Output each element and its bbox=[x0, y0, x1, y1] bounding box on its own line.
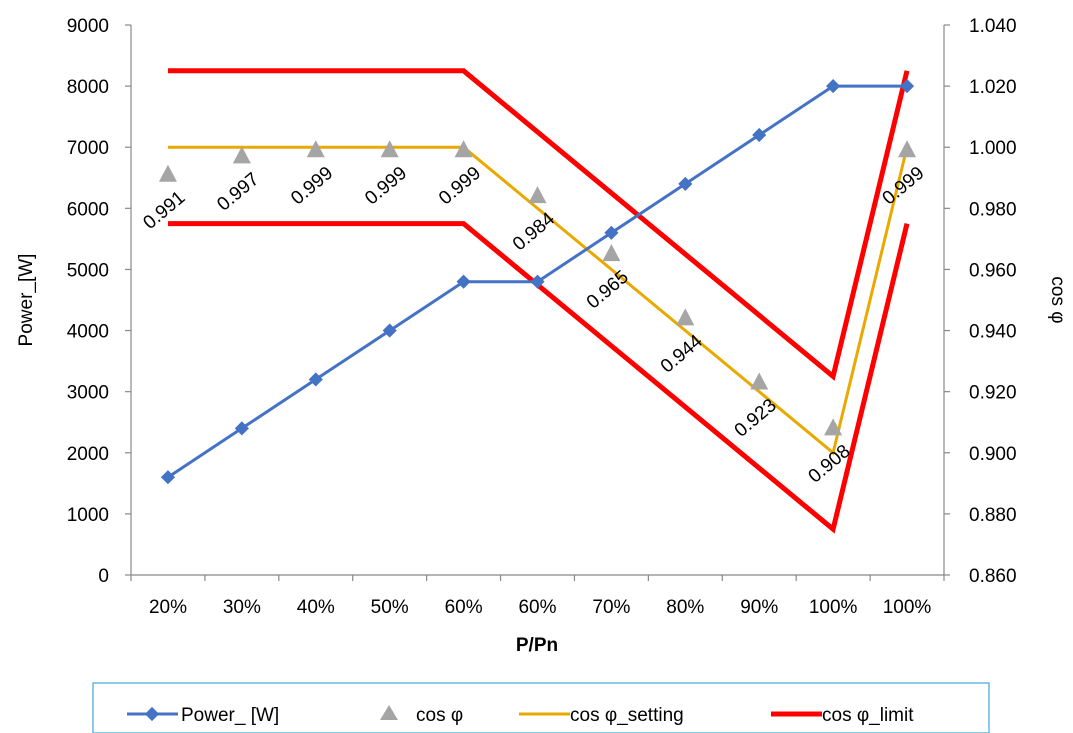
power-point bbox=[826, 79, 841, 94]
power-point bbox=[382, 323, 397, 338]
power-point bbox=[678, 176, 693, 191]
legend-label-power: Power_ [W] bbox=[181, 705, 279, 726]
right-tick-label: 1.040 bbox=[969, 16, 1017, 37]
y2-axis-title: cos φ bbox=[1047, 276, 1068, 323]
right-tick-label: 0.960 bbox=[969, 260, 1017, 281]
cos-phi-data-label: 0.999 bbox=[435, 163, 485, 210]
right-tick-label: 0.980 bbox=[969, 199, 1017, 220]
legend-item-power: Power_ [W] bbox=[127, 705, 279, 726]
cos-phi-point bbox=[750, 372, 769, 390]
cos-phi-point bbox=[232, 146, 251, 164]
legend-marker-cos-phi bbox=[380, 705, 398, 720]
left-tick-label: 0 bbox=[98, 566, 109, 587]
data-labels: 0.991 0.997 0.999 0.999 0.999 0.984 0.965 0.944… bbox=[139, 163, 928, 488]
right-tick-label: 0.920 bbox=[969, 383, 1017, 404]
legend: Power_ [W] cos φ cos φ_setting cos φ_lim… bbox=[92, 682, 990, 733]
x-tick-label: 100% bbox=[809, 597, 858, 618]
cos-phi-data-label: 0.999 bbox=[287, 163, 337, 210]
right-tick-label: 0.860 bbox=[969, 566, 1017, 587]
power-point bbox=[752, 127, 767, 143]
series-line-cos-limit bbox=[168, 68, 910, 381]
x-tick-label: 50% bbox=[371, 597, 409, 618]
cos-phi-point bbox=[306, 140, 325, 158]
cos-phi-data-label: 0.991 bbox=[139, 187, 189, 234]
series-line-cos-limit bbox=[168, 221, 910, 534]
left-tick-label: 5000 bbox=[67, 260, 109, 281]
right-tick-label: 0.900 bbox=[969, 444, 1017, 465]
x-axis-title: P/Pn bbox=[516, 635, 558, 656]
legend-item-cos-phi: cos φ bbox=[380, 705, 463, 726]
cos-phi-point bbox=[824, 418, 843, 436]
right-tick-label: 1.020 bbox=[969, 77, 1017, 98]
power-point bbox=[604, 225, 619, 240]
left-tick-label: 2000 bbox=[67, 444, 109, 465]
x-tick-label: 80% bbox=[666, 597, 704, 618]
legend-label-cos-phi-limit: cos φ_limit bbox=[822, 705, 914, 726]
ticks: 0 1000 2000 3000 4000 5000 6000 7000 8000 9000 0.8… bbox=[67, 16, 1017, 618]
y-axis-title: Power_[W] bbox=[16, 254, 37, 347]
cos-phi-point bbox=[676, 308, 695, 326]
left-tick-label: 3000 bbox=[67, 383, 109, 404]
x-tick-label: 60% bbox=[445, 597, 483, 618]
right-tick-label: 0.940 bbox=[969, 322, 1017, 343]
left-tick-label: 7000 bbox=[67, 138, 109, 159]
power-point bbox=[530, 274, 545, 289]
right-tick-label: 1.000 bbox=[969, 138, 1017, 159]
x-tick-label: 40% bbox=[297, 597, 335, 618]
x-tick-label: 90% bbox=[740, 597, 778, 618]
x-tick-label: 70% bbox=[592, 597, 630, 618]
cos-phi-data-label: 0.944 bbox=[657, 331, 707, 378]
x-tick-label: 60% bbox=[518, 597, 556, 618]
legend-item-cos-phi-setting: cos φ_setting bbox=[519, 705, 684, 726]
legend-item-cos-phi-limit: cos φ_limit bbox=[771, 705, 914, 726]
cos-phi-point bbox=[898, 140, 917, 158]
left-tick-label: 8000 bbox=[67, 77, 109, 98]
left-tick-label: 9000 bbox=[67, 16, 109, 37]
power-point bbox=[160, 470, 176, 485]
cos-phi-data-label: 0.999 bbox=[361, 163, 411, 210]
power-point bbox=[308, 372, 323, 387]
cos-phi-data-label: 0.997 bbox=[213, 169, 263, 216]
cos-phi-point bbox=[454, 140, 473, 158]
cos-phi-point bbox=[528, 186, 547, 204]
left-tick-label: 1000 bbox=[67, 505, 109, 526]
cos-phi-data-label: 0.965 bbox=[583, 267, 633, 314]
x-tick-label: 20% bbox=[149, 597, 187, 618]
cos-phi-data-label: 0.984 bbox=[509, 208, 559, 255]
cos-phi-point bbox=[158, 164, 177, 182]
x-tick-label: 100% bbox=[883, 597, 932, 618]
legend-marker-power bbox=[144, 706, 160, 722]
x-tick-label: 30% bbox=[223, 597, 261, 618]
axes bbox=[130, 25, 945, 576]
left-tick-label: 6000 bbox=[67, 199, 109, 220]
power-point bbox=[234, 421, 249, 436]
right-tick-label: 0.880 bbox=[969, 505, 1017, 526]
cos-phi-data-label: 0.999 bbox=[879, 163, 929, 210]
legend-label-cos-phi: cos φ bbox=[416, 705, 463, 726]
left-tick-label: 4000 bbox=[67, 322, 109, 343]
cos-phi-point bbox=[380, 140, 399, 158]
series-layer bbox=[158, 68, 917, 534]
cos-phi-point bbox=[602, 244, 621, 262]
power-point bbox=[456, 274, 471, 289]
legend-label-cos-phi-setting: cos φ_setting bbox=[570, 705, 684, 726]
legend-box bbox=[92, 682, 990, 733]
power-point bbox=[899, 79, 915, 94]
